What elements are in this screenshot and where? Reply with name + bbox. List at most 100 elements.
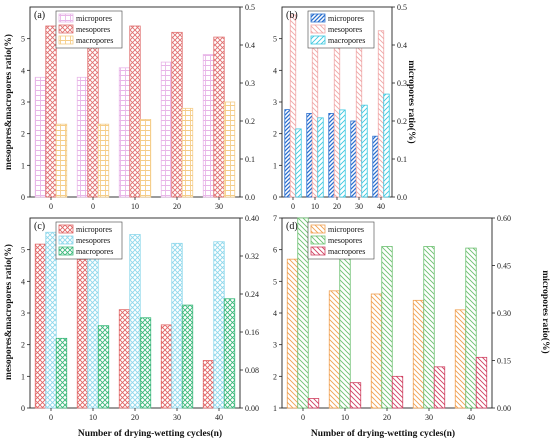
- left-tick-label: 5: [21, 35, 25, 44]
- left-tick-label: 1: [273, 161, 277, 170]
- bar-mesopores-0: [45, 231, 57, 409]
- x-tick-label: 10: [89, 413, 97, 422]
- right-tick-label: 0.1: [245, 155, 255, 164]
- bar-micropores-0: [34, 243, 47, 409]
- bar-micropores-4: [202, 360, 215, 409]
- x-tick-label: 30: [215, 202, 223, 211]
- x-tick-label: 10: [341, 413, 349, 422]
- bar-mesopores-1: [339, 246, 351, 409]
- left-tick-label: 1: [21, 161, 25, 170]
- bar-micropores-4: [372, 135, 379, 198]
- legend: micropores mesopores macropores: [307, 10, 375, 49]
- left-tick-label: 2: [21, 130, 25, 139]
- bar-mesopores-2: [333, 31, 341, 198]
- bar-mesopores-0: [289, 14, 297, 198]
- left-tick-label: 1: [273, 404, 277, 413]
- left-tick-label: 3: [21, 309, 25, 318]
- bar-micropores-3: [160, 61, 173, 198]
- right-tick-label: 0.2: [397, 117, 407, 126]
- bar-macropores-0: [55, 123, 68, 198]
- left-ylabel-top: mesopores&macropores ratio(%): [3, 34, 14, 170]
- x-tick-label: 20: [131, 413, 139, 422]
- bar-macropores-4: [223, 101, 236, 198]
- bar-micropores-1: [306, 113, 313, 198]
- bar-mesopores-3: [171, 242, 183, 409]
- x-tick-label: 0: [301, 413, 305, 422]
- left-tick-label: 0: [21, 193, 25, 202]
- legend-label: macropores: [76, 247, 113, 256]
- right-tick-label: 0.0: [245, 193, 255, 202]
- xlabel-left: Number of drying-wetting cycles(n): [78, 428, 222, 439]
- legend-swatch: [310, 35, 326, 45]
- legend-swatch: [58, 246, 74, 256]
- bar-macropores-2: [339, 109, 346, 198]
- panel-a: 0 0 10 20 30 0 1 2 3 4 5 0.0 0.1 0.2 0.3 0.4 0.5 (a) micro…: [21, 3, 255, 211]
- bar-micropores-2: [328, 113, 335, 198]
- right-tick-label: 0.16: [245, 328, 259, 337]
- panel-d: 0 10 20 30 40 1 2 3 4 5 6 7 0.00 0.15 0.30 0.45 0.60 (d) m…: [273, 214, 511, 422]
- left-tick-label: 4: [273, 66, 277, 75]
- left-tick-label: 4: [273, 309, 277, 318]
- bar-macropores-4: [475, 356, 488, 409]
- legend-label: mesopores: [76, 236, 110, 245]
- legend-label: macropores: [328, 36, 365, 45]
- right-tick-label: 0.3: [397, 79, 407, 88]
- bar-mesopores-4: [213, 36, 225, 198]
- left-tick-label: 1: [21, 372, 25, 381]
- left-tick-label: 2: [21, 341, 25, 350]
- bar-macropores-3: [433, 366, 446, 409]
- right-tick-label: 0.4: [397, 41, 407, 50]
- bar-macropores-3: [181, 107, 194, 198]
- legend: micropores mesopores macropores: [55, 221, 123, 260]
- bar-micropores-3: [350, 120, 357, 198]
- right-tick-label: 0.0: [397, 193, 407, 202]
- bar-mesopores-3: [423, 246, 435, 409]
- bar-mesopores-4: [213, 241, 225, 409]
- right-tick-label: 0.45: [497, 262, 511, 271]
- x-tick-label: 20: [173, 202, 181, 211]
- right-tick-label: 0.5: [397, 3, 407, 12]
- bar-macropores-1: [317, 117, 324, 198]
- x-tick-label: 30: [355, 202, 363, 211]
- left-tick-label: 2: [273, 372, 277, 381]
- panel-label: (d): [286, 221, 298, 232]
- x-tick-label: 30: [425, 413, 433, 422]
- x-tick-label: 20: [333, 202, 341, 211]
- bar-micropores-1: [328, 290, 341, 409]
- bar-macropores-0: [55, 337, 68, 409]
- legend-label: mesopores: [76, 25, 110, 34]
- x-tick-label: 40: [467, 413, 475, 422]
- bar-micropores-0: [34, 76, 47, 198]
- bar-mesopores-1: [87, 25, 99, 198]
- legend-swatch: [58, 224, 74, 234]
- x-tick-label: 40: [377, 202, 385, 211]
- bar-mesopores-3: [171, 31, 183, 198]
- bar-micropores-0: [284, 109, 291, 198]
- left-tick-label: 7: [273, 214, 277, 223]
- right-tick-label: 0.00: [497, 404, 511, 413]
- bar-macropores-3: [181, 304, 194, 409]
- right-tick-label: 0.60: [497, 214, 511, 223]
- right-tick-label: 0.1: [397, 155, 407, 164]
- right-tick-label: 0.4: [245, 41, 255, 50]
- bar-micropores-4: [454, 309, 467, 409]
- right-tick-label: 0.24: [245, 290, 259, 299]
- bar-micropores-3: [160, 324, 173, 409]
- left-tick-label: 3: [21, 98, 25, 107]
- bar-macropores-1: [97, 325, 110, 409]
- right-tick-label: 0.2: [245, 117, 255, 126]
- bar-mesopores-0: [45, 25, 57, 198]
- legend-swatch: [58, 35, 74, 45]
- legend-label: micropores: [328, 14, 364, 23]
- legend: micropores mesopores macropores: [55, 10, 123, 49]
- bar-micropores-2: [118, 309, 131, 409]
- legend: micropores mesopores macropores: [307, 221, 375, 260]
- legend-swatch: [58, 235, 74, 245]
- left-tick-label: 6: [273, 246, 277, 255]
- bar-micropores-1: [76, 76, 89, 198]
- bar-macropores-2: [139, 119, 152, 198]
- bar-macropores-0: [295, 128, 302, 198]
- bar-mesopores-4: [465, 247, 477, 409]
- left-tick-label: 4: [21, 66, 25, 75]
